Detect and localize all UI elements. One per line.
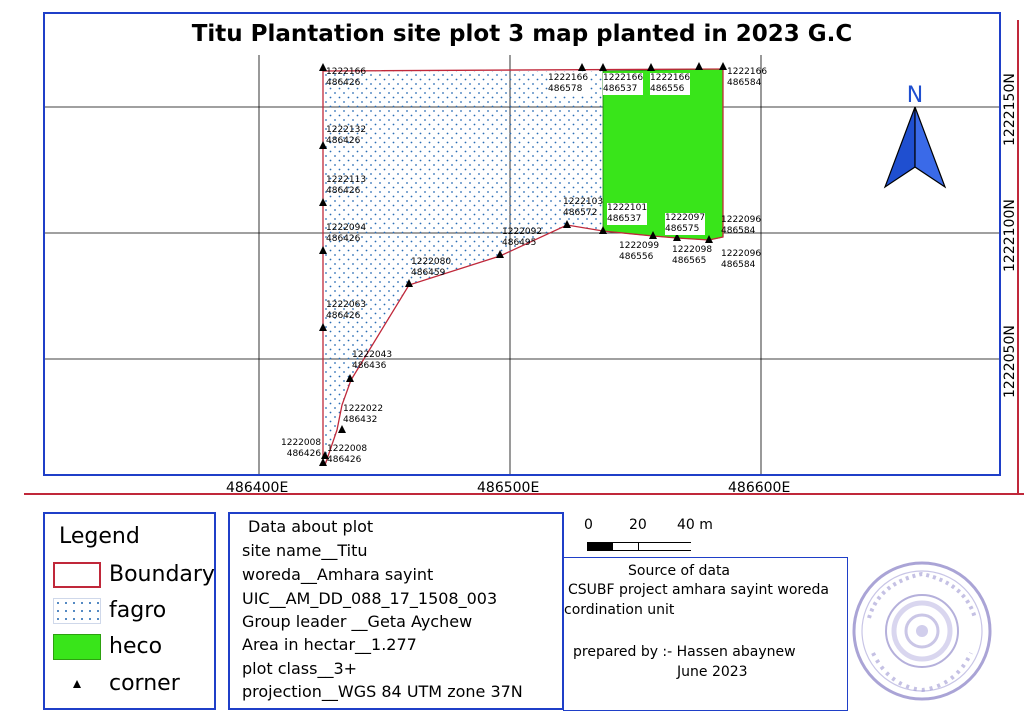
coord-label: 1222166 486584 <box>727 67 768 88</box>
plot-data-heading: Data about plot <box>248 517 374 536</box>
legend-item-fagro: fagro <box>51 596 211 626</box>
legend-item-corner: corner <box>51 669 211 699</box>
outer-boundary-line-vertical <box>1017 20 1019 495</box>
plot-data-box: Data about plot site name__Titu woreda__… <box>228 512 564 710</box>
coord-label: 1222166 486537 <box>603 73 644 95</box>
legend-box: Legend Boundary fagro heco corner <box>43 512 216 710</box>
corner-marker <box>695 62 703 70</box>
coord-label: 1222080 486459 <box>411 257 452 278</box>
scale-label-0: 0 <box>584 517 593 533</box>
map-title: Titu Plantation site plot 3 map planted … <box>191 21 853 47</box>
prepared-by: prepared by :- Hassen abaynew <box>573 644 796 660</box>
legend-label: heco <box>109 634 163 659</box>
corner-marker <box>405 279 413 287</box>
coord-label: 1222092 486495 <box>502 227 543 248</box>
coord-label: 1222166 486556 <box>650 73 691 95</box>
plot-uic: UIC__AM_DD_088_17_1508_003 <box>242 589 498 608</box>
corner-markers <box>319 62 727 466</box>
north-label: N <box>907 83 923 108</box>
corner-marker <box>319 246 327 254</box>
source-line-2: cordination unit <box>564 602 675 618</box>
x-tick-label: 486500E <box>477 480 540 496</box>
legend-label: Boundary <box>109 562 215 587</box>
corner-marker <box>719 62 727 70</box>
y-tick-label: 1222050N <box>1002 325 1018 398</box>
x-tick-label: 486600E <box>728 480 791 496</box>
boundary-swatch <box>53 562 101 588</box>
plot-class: plot class__3+ <box>242 659 358 678</box>
corner-marker <box>563 220 571 228</box>
outer-boundary-line-horizontal <box>24 493 1024 495</box>
legend-label: fagro <box>109 598 167 623</box>
corner-marker <box>647 63 655 71</box>
scale-label-20: 20 <box>629 517 647 533</box>
corner-marker <box>319 141 327 149</box>
corner-marker <box>599 63 607 71</box>
corner-marker <box>673 233 681 241</box>
corner-marker <box>319 323 327 331</box>
coord-label: 1222166 486578 <box>548 73 589 95</box>
coord-label: 1222096 486584 <box>721 249 762 270</box>
y-tick-label: 1222100N <box>1002 199 1018 272</box>
coord-label: 1222113 486426 <box>326 175 367 196</box>
coord-label: 1222022 486432 <box>343 404 384 425</box>
coord-label: 1222166 486426 <box>326 67 367 88</box>
coord-label: 1222008 486426 <box>281 438 322 459</box>
y-tick-label: 1222150N <box>1002 73 1018 146</box>
corner-marker <box>705 235 713 243</box>
north-arrow-icon: N <box>883 83 947 189</box>
coord-label: 1222101 486537 <box>607 203 648 225</box>
fagro-swatch <box>53 598 101 624</box>
map-canvas: N <box>45 55 999 474</box>
source-box: Source of data CSUBF project amhara sayi… <box>563 557 848 711</box>
fagro-area <box>323 71 603 465</box>
plot-area: Area in hectar__1.277 <box>242 635 417 654</box>
corner-marker <box>599 226 607 234</box>
corner-triangle-icon <box>73 680 81 688</box>
legend-item-boundary: Boundary <box>51 560 215 590</box>
coord-label: 1222008 486426 <box>327 444 368 465</box>
corner-marker <box>649 231 657 239</box>
coord-label: 1222098 486565 <box>672 245 713 266</box>
legend-item-heco: heco <box>51 632 211 662</box>
corner-marker <box>346 374 354 382</box>
legend-title: Legend <box>59 524 140 549</box>
coord-label: 1222099 486556 <box>619 241 660 262</box>
legend-label: corner <box>109 671 180 696</box>
corner-marker <box>319 458 327 466</box>
official-seal-stamp <box>852 561 992 701</box>
corner-marker <box>319 198 327 206</box>
heco-swatch <box>53 634 101 660</box>
scale-label-40: 40 m <box>677 517 713 533</box>
coord-label: 1222096 486584 <box>721 215 762 236</box>
corner-marker <box>319 63 327 71</box>
source-line-1: CSUBF project amhara sayint woreda <box>568 582 829 598</box>
source-heading: Source of data <box>628 563 731 579</box>
coord-label: 1222132 486426 <box>326 125 367 146</box>
coord-label: 1222103 486572 <box>563 197 604 218</box>
coord-label: 1222094 486426 <box>326 223 367 244</box>
coord-label: 1222063 486426 <box>326 300 367 321</box>
coord-label: 1222097 486575 <box>665 213 706 235</box>
plot-projection: projection__WGS 84 UTM zone 37N <box>242 682 523 701</box>
coord-label: 1222043 486436 <box>352 350 393 371</box>
plot-woreda: woreda__Amhara sayint <box>242 565 434 584</box>
scale-bar <box>587 542 691 551</box>
plot-site-name: site name__Titu <box>242 541 368 560</box>
plot-group-leader: Group leader __Geta Aychew <box>242 612 473 631</box>
corner-marker <box>321 451 329 459</box>
corner-marker <box>578 63 586 71</box>
corner-marker <box>496 250 504 258</box>
map-frame: N 1222166 486426 1222166 486578 1222166 486… <box>43 55 1001 476</box>
title-box: Titu Plantation site plot 3 map planted … <box>43 12 1001 59</box>
corner-marker <box>338 425 346 433</box>
x-tick-label: 486400E <box>226 480 289 496</box>
prepared-date: June 2023 <box>677 664 748 680</box>
